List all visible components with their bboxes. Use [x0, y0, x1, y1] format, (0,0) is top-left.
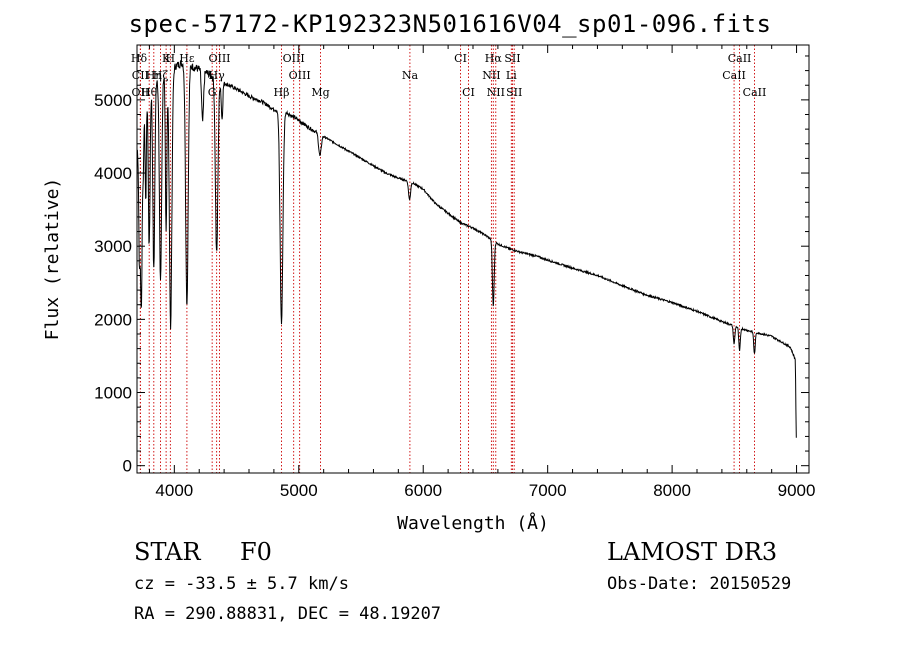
- flux-series: [136, 59, 797, 438]
- plot-frame: [136, 44, 810, 474]
- x-tick-label: 8000: [653, 481, 691, 500]
- line-label: Hθ: [141, 86, 158, 99]
- line-label: Hβ: [274, 86, 290, 99]
- line-label: CII: [132, 69, 149, 82]
- y-tick-label: 2000: [94, 310, 132, 329]
- x-tick-label: 6000: [404, 481, 442, 500]
- line-label: K: [162, 52, 171, 65]
- line-label: G: [208, 86, 217, 99]
- line-label: CaII: [722, 69, 746, 82]
- line-label: Mg: [311, 86, 329, 99]
- line-label: OIII: [289, 69, 311, 82]
- line-label: Li: [506, 69, 517, 82]
- y-tick-label: 0: [123, 457, 132, 476]
- y-tick-label: 4000: [94, 164, 132, 183]
- line-label: CI: [462, 86, 475, 99]
- x-tick-label: 7000: [529, 481, 567, 500]
- line-label: CaII: [728, 52, 752, 65]
- y-tick-label: 5000: [94, 91, 132, 110]
- survey-name: LAMOST DR3: [607, 538, 778, 566]
- line-label: OIII: [283, 52, 305, 65]
- x-tick-label: 5000: [280, 481, 318, 500]
- line-label: OIII: [208, 52, 230, 65]
- object-class: STAR: [134, 538, 201, 566]
- y-axis-label: Flux (relative): [42, 178, 63, 341]
- line-label: SII: [504, 52, 520, 65]
- line-label: Hγ: [209, 69, 226, 82]
- line-label: Na: [402, 69, 419, 82]
- line-label: NII: [487, 86, 505, 99]
- x-tick-label: 4000: [155, 481, 193, 500]
- x-axis-label: Wavelength (Å): [397, 512, 549, 534]
- chart-title: spec-57172-KP192323N501616V04_sp01-096.f…: [128, 10, 772, 38]
- line-label: NII: [482, 69, 500, 82]
- line-label: Hδ: [131, 52, 148, 65]
- line-label: SII: [506, 86, 522, 99]
- redshift-readout: cz = -33.5 ± 5.7 km/s: [134, 574, 349, 594]
- line-label: Hη: [146, 69, 162, 82]
- x-tick-label: 9000: [778, 481, 816, 500]
- y-tick-label: 1000: [94, 384, 132, 403]
- line-label: OII: [132, 86, 150, 99]
- line-label: Hα: [485, 52, 503, 65]
- line-label: Hε: [179, 52, 195, 65]
- line-label: CaII: [743, 86, 767, 99]
- obs-date: Obs-Date: 20150529: [607, 574, 792, 594]
- line-label: CI: [454, 52, 467, 65]
- coordinates: RA = 290.88831, DEC = 48.19207: [134, 604, 442, 624]
- line-label: Hζ: [153, 69, 169, 82]
- y-tick-label: 3000: [94, 237, 132, 256]
- spectral-subclass: F0: [240, 538, 272, 566]
- line-label: H: [166, 52, 176, 65]
